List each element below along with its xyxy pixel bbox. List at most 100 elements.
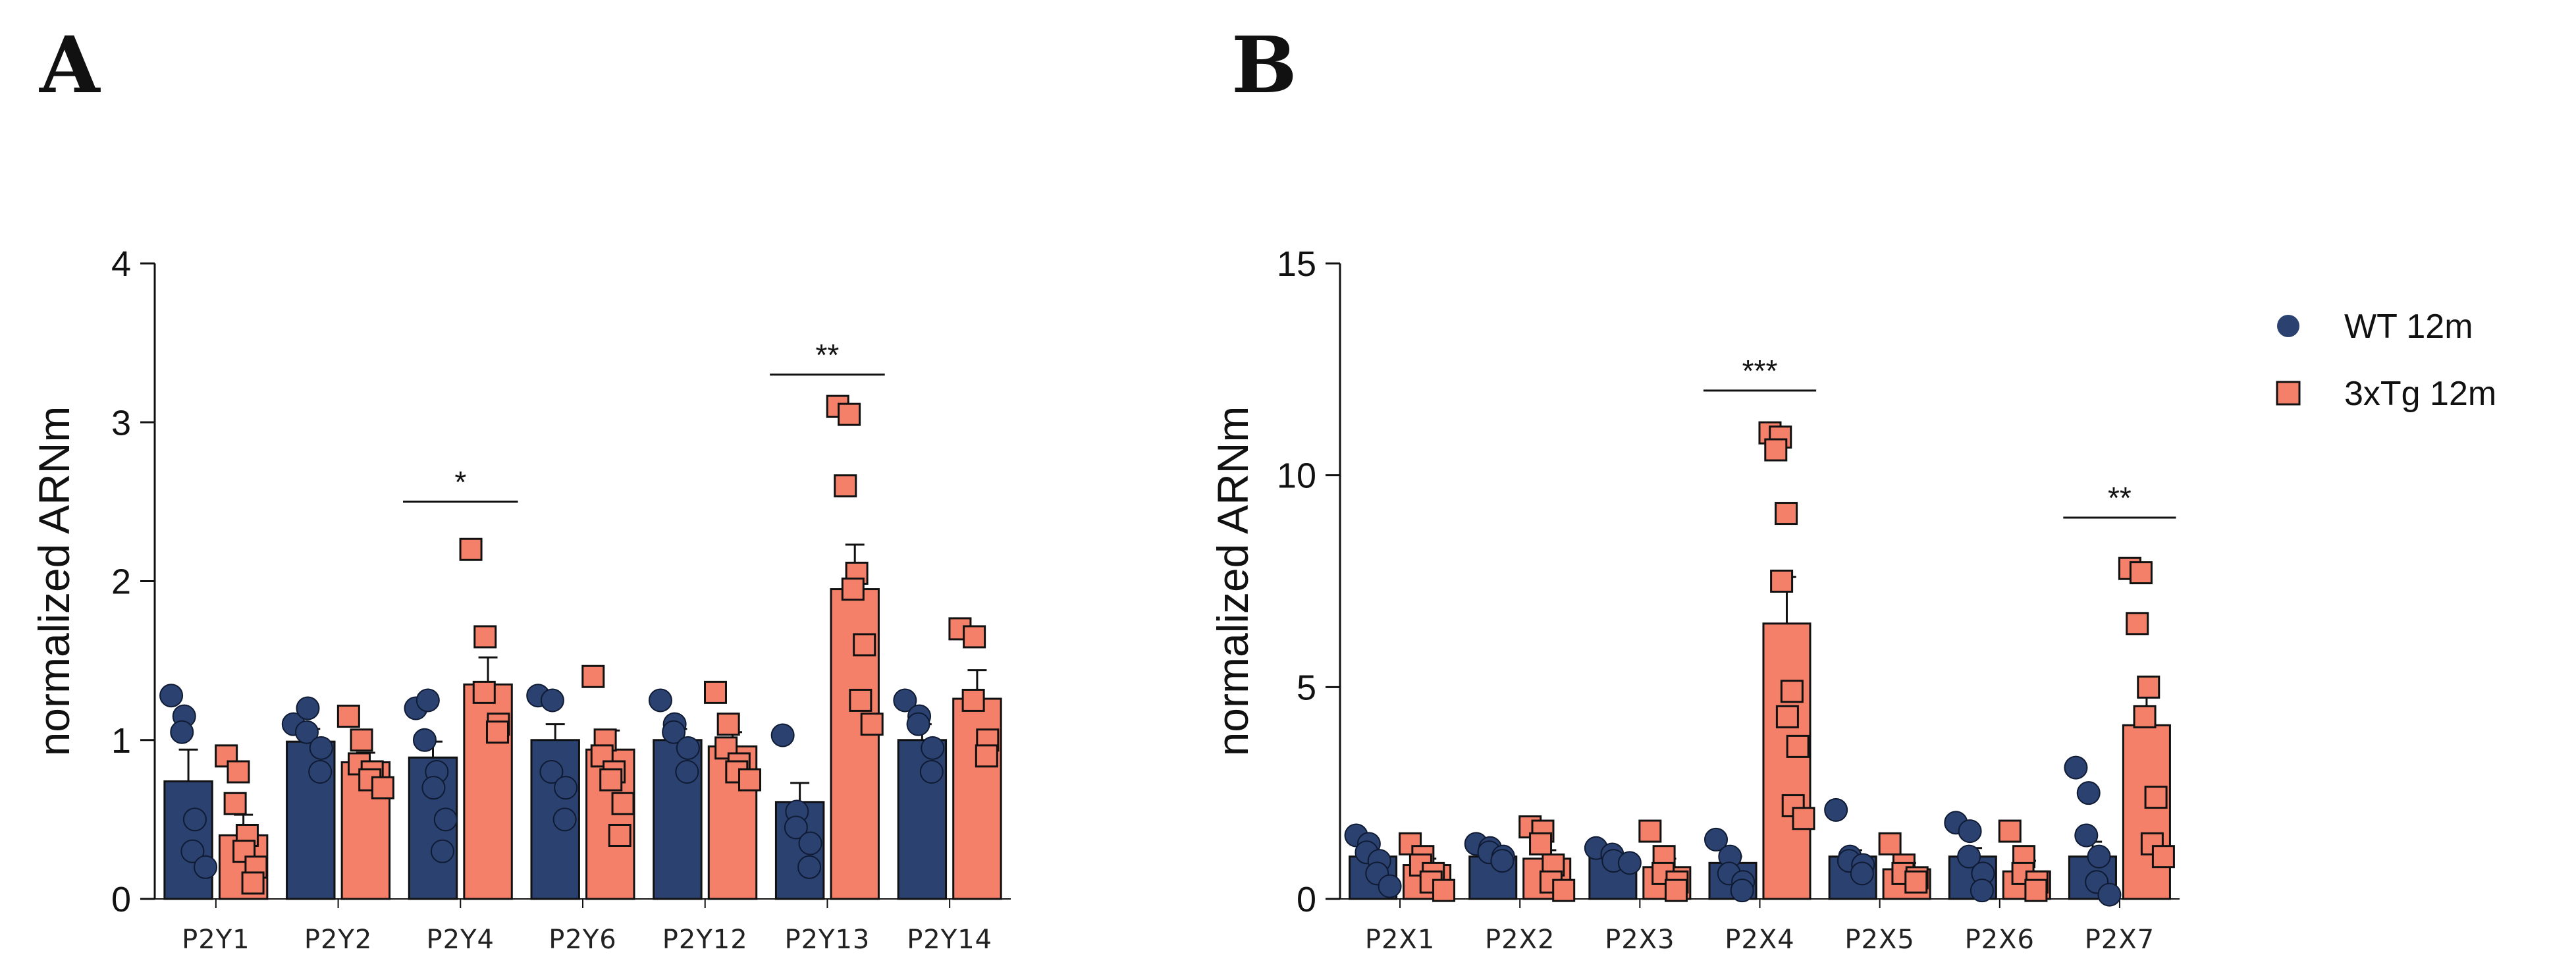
data-point-wt [1378,874,1402,898]
data-point-tg [1780,680,1804,703]
data-point-wt [784,815,808,840]
data-point-wt [2074,823,2099,848]
x-tick-label: P2X6 [1965,925,2035,955]
x-tick-label: P2X3 [1605,925,1675,955]
chart-panel-b: 0 5 10 15 normalized ARNm P2X1 P2X2 P2X3 P2X4 P2X… [1208,244,2180,955]
x-tick-label: P2Y2 [304,925,372,955]
y-tick-label: 0 [111,880,131,919]
x-tick-label: P2Y1 [182,925,250,955]
data-point-wt [159,684,184,708]
data-point-tg [241,871,265,895]
data-point-wt [1958,819,1982,844]
bar-wt [163,780,213,900]
data-point-tg [336,705,360,728]
x-tick-label: P2X1 [1365,925,1435,955]
data-point-wt [308,760,333,784]
data-point-wt [554,776,578,800]
data-point-wt [421,776,446,800]
data-point-tg [473,625,497,649]
data-point-wt [1490,849,1515,873]
data-point-wt [1730,879,1754,903]
data-point-wt [296,696,320,720]
data-point-tg [2137,675,2160,699]
data-point-wt [1704,827,1729,852]
data-point-tg [1775,705,1799,728]
data-point-tg [2144,786,2168,809]
y-tick-label: 1 [111,721,131,761]
data-point-tg [860,713,884,736]
data-point-wt [194,855,218,879]
data-point-tg [1552,879,1576,902]
data-point-tg [2129,561,2153,585]
data-point-tg [1432,879,1456,902]
y-tick-label: 10 [1277,456,1316,496]
data-point-tg [1792,807,1815,830]
data-point-wt [180,839,205,863]
data-point-wt [539,760,564,784]
data-point-wt [893,688,917,713]
data-point-tg [1878,832,1902,855]
data-point-wt [1970,879,1994,903]
y-tick-label: 0 [1297,880,1316,919]
data-point-wt [662,720,686,744]
data-point-wt [921,736,945,760]
data-point-wt [2097,882,2122,907]
data-point-wt [309,736,333,760]
data-point-tg [1904,870,1928,894]
data-point-tg [459,537,483,561]
data-point-wt [770,723,795,747]
data-point-tg [2126,612,2149,636]
x-tick-label: P2Y14 [907,925,992,955]
data-point-tg [703,680,727,704]
data-point-tg [1998,819,2022,843]
panel-letter-a: A [39,19,101,111]
data-point-tg [841,578,865,601]
data-point-tg [838,402,861,426]
data-point-wt [2076,781,2101,805]
data-point-tg [472,680,496,704]
data-point-wt [182,807,207,832]
legend-marker-tg [2276,381,2301,406]
data-point-wt [2064,755,2088,780]
data-point-tg [223,792,247,815]
data-point-tg [350,728,373,752]
data-point-wt [433,807,458,832]
data-point-tg [975,744,998,768]
data-point-tg [2133,705,2157,728]
significance-label: ** [2108,481,2132,515]
y-axis-label: normalized ARNm [30,406,78,757]
bar-tg [2122,724,2171,900]
data-point-wt [798,831,822,855]
y-tick-label: 2 [111,562,131,602]
data-point-tg [1764,438,1788,462]
data-point-tg [961,688,985,712]
data-point-tg [1529,832,1553,855]
data-point-tg [834,474,857,498]
data-point-tg [716,713,740,736]
data-point-tg [581,664,605,688]
data-point-tg [1770,570,1794,593]
data-point-tg [738,768,762,792]
data-point-wt [2087,844,2111,869]
data-point-wt [676,736,700,760]
data-point-tg [1786,734,1810,758]
chart-panel-a: 0 1 2 3 4 normalized ARNm P2Y1 P2Y2 P2Y4 P2Y6 P2Y1… [30,244,1011,955]
data-point-wt [675,760,699,784]
data-point-tg [849,688,872,712]
data-point-tg [963,625,986,649]
data-point-wt [412,728,437,752]
data-point-tg [611,792,635,815]
data-point-wt [170,720,194,744]
y-tick-label: 5 [1297,668,1316,707]
x-tick-label: P2X4 [1725,925,1794,955]
data-point-tg [599,768,623,792]
data-point-tg [358,768,382,792]
significance-label: * [454,465,466,499]
x-tick-label: P2Y4 [427,925,495,955]
legend: WT 12m 3xTg 12m [2276,308,2496,413]
data-point-tg [2151,845,2175,869]
legend-label-wt: WT 12m [2344,308,2473,346]
x-tick-label: P2Y13 [784,925,870,955]
legend-marker-wt [2277,315,2299,337]
